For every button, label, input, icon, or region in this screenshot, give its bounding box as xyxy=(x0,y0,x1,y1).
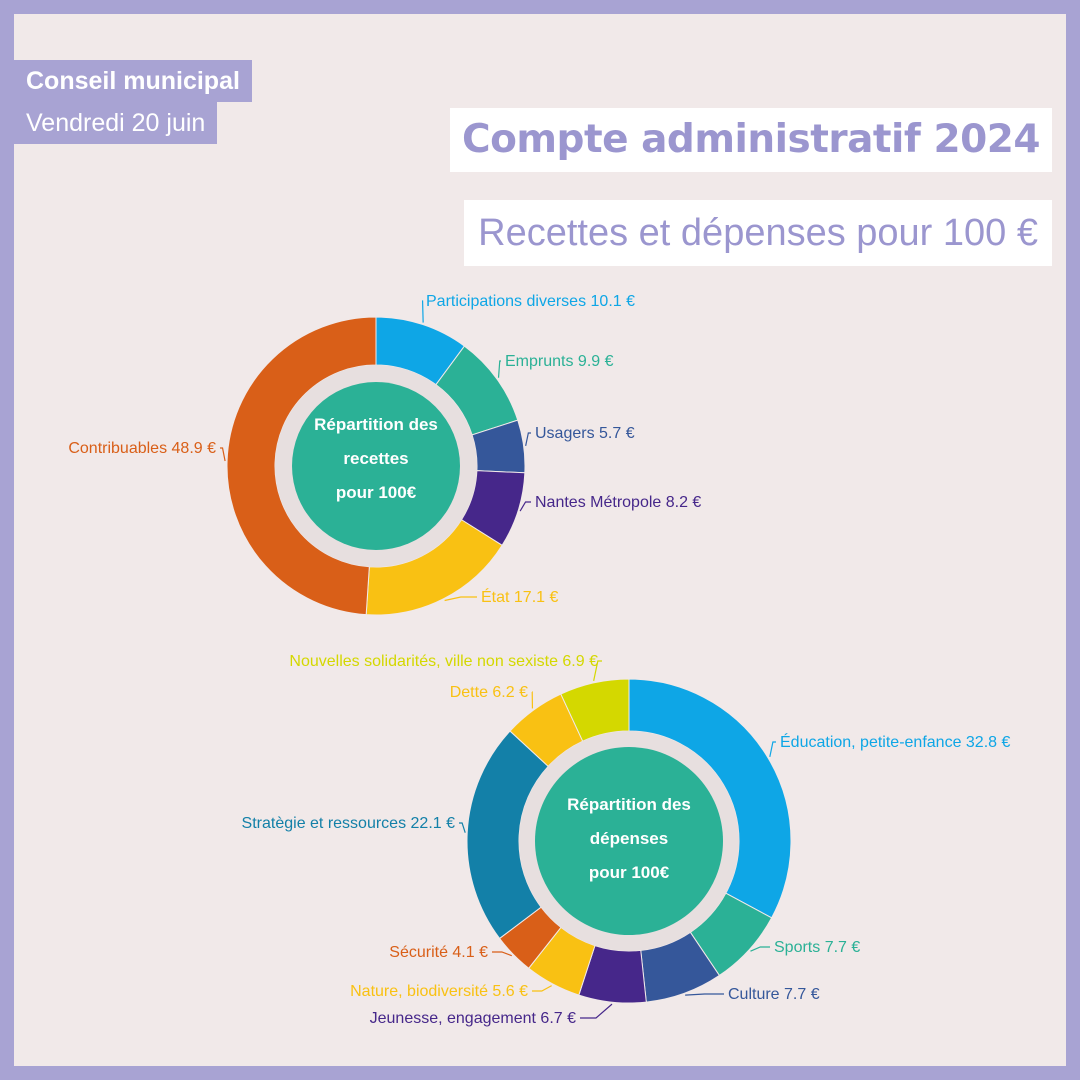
slice-label: État 17.1 € xyxy=(481,587,558,606)
center-label: dépenses xyxy=(590,829,668,848)
leader-line xyxy=(580,1003,613,1019)
slice-label: Sports 7.7 € xyxy=(774,939,860,956)
slice-label: Sécurité 4.1 € xyxy=(389,944,488,961)
slice-label: Éducation, petite-enfance 32.8 € xyxy=(780,732,1010,751)
donut-slice xyxy=(226,316,377,616)
charts-canvas: Participations diverses 10.1 € Emprunts 9… xyxy=(68,293,1011,1027)
page-subtitle: Recettes et dépenses pour 100 € xyxy=(464,200,1052,266)
slice-label: Nature, biodiversité 5.6 € xyxy=(350,983,528,1000)
leader-line xyxy=(459,822,466,833)
center-label: recettes xyxy=(343,449,408,468)
leader-line xyxy=(750,946,770,952)
leader-line xyxy=(492,951,512,957)
center-label: pour 100€ xyxy=(336,483,417,502)
donut-chart-2: Éducation, petite-enfance 32.8 € Sports 7… xyxy=(242,653,1011,1027)
slice-label: Jeunesse, engagement 6.7 € xyxy=(370,1010,576,1027)
slice-label: Stratègie et ressources 22.1 € xyxy=(242,815,456,832)
donut-chart-1: Participations diverses 10.1 € Emprunts 9… xyxy=(68,293,701,616)
donut-center xyxy=(292,382,460,550)
slice-label: Culture 7.7 € xyxy=(728,986,820,1003)
slice-label: Nouvelles solidarités, ville non sexiste… xyxy=(289,653,598,670)
leader-line xyxy=(497,360,501,378)
leader-line xyxy=(220,447,226,462)
leader-line xyxy=(532,985,552,992)
meeting-tag: Conseil municipal Vendredi 20 juin xyxy=(14,60,252,144)
center-label: Répartition des xyxy=(314,415,438,434)
slice-label: Nantes Métropole 8.2 € xyxy=(535,494,701,511)
leader-line xyxy=(519,501,531,512)
leader-line xyxy=(421,300,424,323)
donut-center xyxy=(535,747,723,935)
slice-label: Participations diverses 10.1 € xyxy=(426,293,635,310)
leader-line xyxy=(769,741,776,758)
leader-line xyxy=(525,432,531,447)
slice-label: Dette 6.2 € xyxy=(450,684,528,701)
leader-line xyxy=(444,596,477,602)
header: Compte administratif 2024 Recettes et dé… xyxy=(449,108,1052,266)
leader-line xyxy=(685,993,724,996)
page-title: Compte administratif 2024 xyxy=(449,108,1052,172)
leader-line xyxy=(593,660,602,681)
poster-frame: Conseil municipal Vendredi 20 juin Compt… xyxy=(14,14,1066,1066)
meeting-date: Vendredi 20 juin xyxy=(14,102,218,144)
center-label: Répartition des xyxy=(567,795,691,814)
slice-label: Usagers 5.7 € xyxy=(535,425,635,442)
center-label: pour 100€ xyxy=(589,863,670,882)
slice-label: Contribuables 48.9 € xyxy=(68,440,216,457)
slice-label: Emprunts 9.9 € xyxy=(505,353,614,370)
meeting-title: Conseil municipal xyxy=(14,60,252,102)
